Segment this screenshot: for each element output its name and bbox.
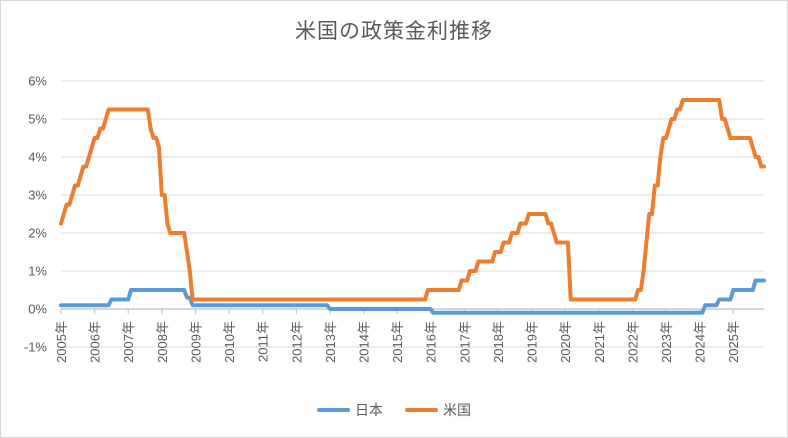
x-axis-label: 2013年: [323, 321, 338, 363]
x-axis-label: 2005年: [54, 321, 69, 363]
series-line-米国: [59, 98, 766, 302]
x-axis-label: 2024年: [693, 321, 708, 363]
x-axis-label: 2025年: [726, 321, 741, 363]
y-axis-label: 3%: [28, 188, 47, 203]
x-axis-label: 2015年: [390, 321, 405, 363]
x-axis-label: 2022年: [625, 321, 640, 363]
chart-title: 米国の政策金利推移: [295, 20, 493, 43]
legend: 日本 米国: [1, 400, 787, 420]
legend-line-swatch: [405, 408, 438, 412]
y-axis-label: 6%: [28, 74, 47, 89]
x-axis-label: 2012年: [289, 321, 304, 363]
y-axis-label: 1%: [28, 264, 47, 279]
x-axis-label: 2006年: [88, 321, 103, 363]
x-axis-label: 2023年: [659, 321, 674, 363]
series-line-日本: [59, 278, 766, 315]
x-axis-label: 2008年: [155, 321, 170, 363]
x-axis-label: 2007年: [121, 321, 136, 363]
y-axis-label: 0%: [28, 302, 47, 317]
x-axis-label: 2016年: [424, 321, 439, 363]
x-axis-label: 2010年: [222, 321, 237, 363]
x-axis-label: 2014年: [356, 321, 371, 363]
x-axis-label: 2020年: [558, 321, 573, 363]
y-axis-label: -1%: [24, 340, 48, 355]
y-axis-label: 2%: [28, 226, 47, 241]
y-axis-label: 5%: [28, 112, 47, 127]
legend-item: 米国: [405, 400, 471, 420]
x-axis-label: 2019年: [525, 321, 540, 363]
x-axis-label: 2018年: [491, 321, 506, 363]
legend-item: 日本: [317, 400, 383, 420]
legend-line-swatch: [317, 408, 350, 412]
legend-label: 米国: [443, 402, 471, 418]
y-axis-label: 4%: [28, 150, 47, 165]
x-axis-label: 2009年: [188, 321, 203, 363]
legend-label: 日本: [355, 402, 383, 418]
x-axis-label: 2017年: [457, 321, 472, 363]
x-axis-label: 2011年: [256, 321, 271, 362]
x-axis-label: 2021年: [592, 321, 607, 363]
